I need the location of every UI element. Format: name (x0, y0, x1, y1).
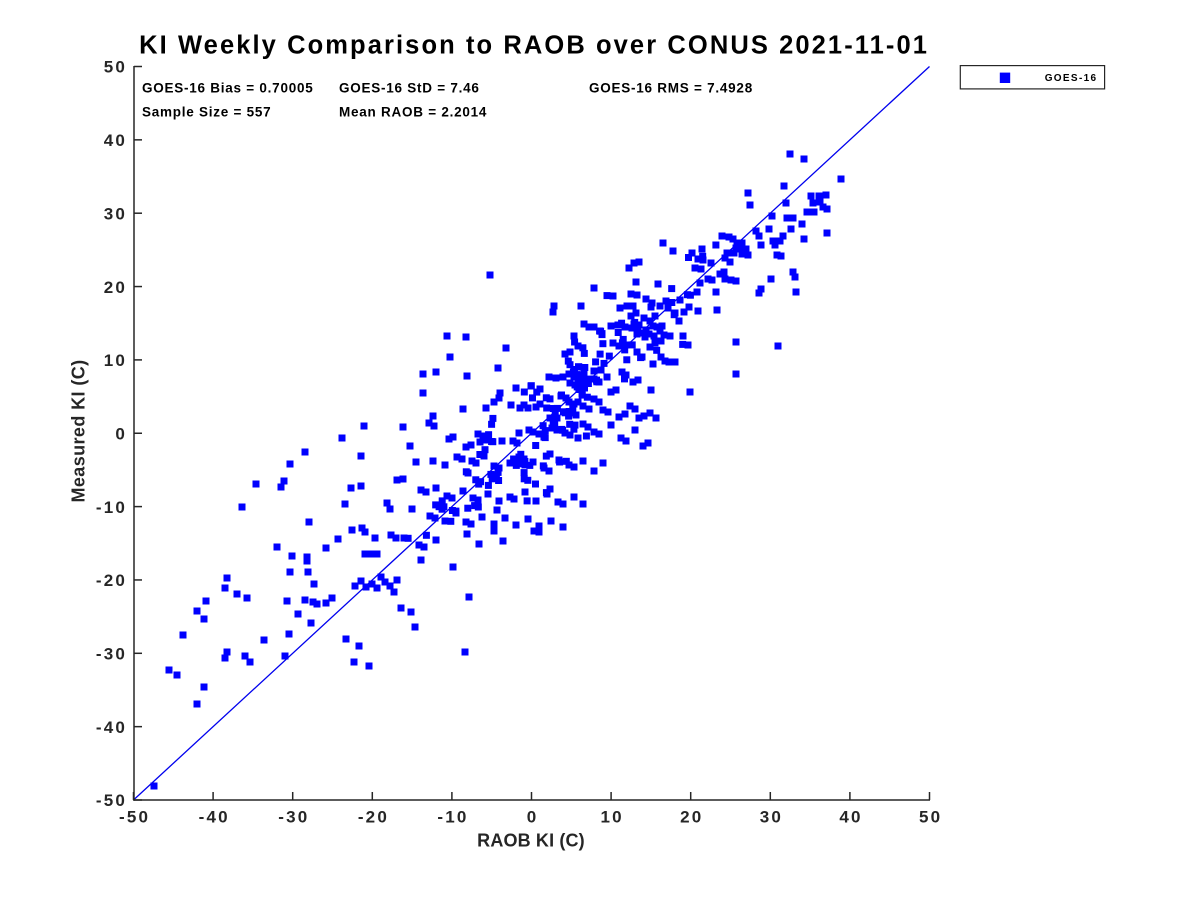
svg-text:Measured KI (C): Measured KI (C) (69, 359, 89, 502)
svg-text:40: 40 (839, 808, 862, 827)
svg-text:0: 0 (527, 808, 539, 827)
svg-text:GOES-16 Bias = 0.70005: GOES-16 Bias = 0.70005 (142, 81, 313, 96)
svg-text:RAOB KI (C): RAOB KI (C) (477, 831, 585, 851)
svg-text:10: 10 (601, 808, 624, 827)
svg-text:-40: -40 (96, 718, 127, 737)
svg-text:40: 40 (104, 131, 127, 150)
svg-text:-20: -20 (96, 571, 127, 590)
svg-text:20: 20 (680, 808, 703, 827)
svg-text:-10: -10 (437, 808, 468, 827)
svg-text:0: 0 (115, 424, 127, 443)
svg-text:50: 50 (919, 808, 942, 827)
svg-text:GOES-16: GOES-16 (1045, 73, 1098, 84)
svg-text:-30: -30 (96, 645, 127, 664)
svg-text:-50: -50 (119, 808, 150, 827)
svg-text:Mean RAOB = 2.2014: Mean RAOB = 2.2014 (339, 105, 487, 120)
svg-text:10: 10 (104, 351, 127, 370)
svg-text:Sample Size = 557: Sample Size = 557 (142, 105, 271, 120)
svg-text:-10: -10 (96, 498, 127, 517)
svg-text:KI Weekly Comparison to RAOB o: KI Weekly Comparison to RAOB over CONUS … (139, 31, 929, 59)
svg-text:-50: -50 (96, 791, 127, 810)
svg-text:-20: -20 (358, 808, 389, 827)
svg-text:20: 20 (104, 278, 127, 297)
svg-text:50: 50 (104, 58, 127, 77)
svg-text:GOES-16 StD = 7.46: GOES-16 StD = 7.46 (339, 81, 480, 96)
svg-text:-40: -40 (199, 808, 230, 827)
svg-text:GOES-16 RMS = 7.4928: GOES-16 RMS = 7.4928 (589, 81, 753, 96)
svg-text:-30: -30 (278, 808, 309, 827)
svg-text:30: 30 (104, 204, 127, 223)
svg-text:30: 30 (760, 808, 783, 827)
